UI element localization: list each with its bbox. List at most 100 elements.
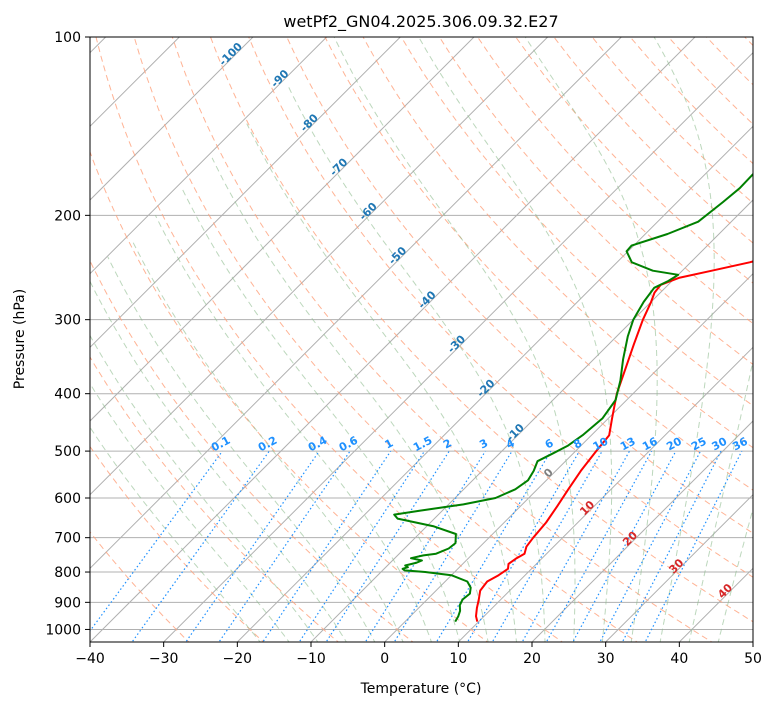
- mixing-ratio-layer: [90, 450, 743, 642]
- isotherm-line: [90, 37, 696, 642]
- moist-adiabat: [181, 187, 461, 642]
- moist-adiabat: [90, 334, 319, 642]
- isotherm-line: [457, 346, 753, 642]
- x-axis-label: Temperature (°C): [360, 681, 482, 697]
- isotherm-line: [90, 37, 254, 201]
- plot-frame: [89, 36, 754, 643]
- moist-adiabat: [90, 382, 290, 642]
- dry-adiabat: [95, 37, 564, 642]
- dry-adiabat: [248, 37, 753, 578]
- moist-adiabat: [717, 506, 753, 642]
- dry-adiabat: [400, 37, 753, 407]
- y-tick-label: 1000: [45, 622, 81, 638]
- mixing-ratio-line: [521, 450, 631, 642]
- isotherm-line: [90, 37, 328, 275]
- plot-background: [90, 37, 753, 642]
- x-tick-label: −40: [75, 651, 105, 667]
- mixing-ratio-label: 25: [689, 435, 709, 454]
- x-tick-label: −20: [223, 651, 253, 667]
- dry-adiabat: [90, 259, 414, 642]
- y-tick-label: 300: [54, 313, 81, 329]
- dewpoint-profile-line: [393, 172, 753, 623]
- y-tick-label: 900: [54, 595, 81, 611]
- isotherm-line: [531, 420, 753, 642]
- moist-adiabat: [418, 37, 613, 642]
- y-tick-label: 500: [54, 444, 81, 460]
- isotherm-line: [90, 37, 622, 570]
- x-tick-label: 10: [449, 651, 467, 667]
- temperature-profile-line: [475, 260, 753, 622]
- moist-adiabat: [154, 215, 432, 642]
- moist-adiabat: [90, 280, 347, 642]
- moist-adiabat: [211, 157, 489, 642]
- y-tick-label: 600: [54, 491, 81, 507]
- mixing-ratio-line: [572, 450, 677, 642]
- chart-title: wetPf2_GN04.2025.306.09.32.E27: [283, 12, 558, 32]
- mixing-ratio-line: [466, 450, 580, 642]
- mixing-ratio-line: [298, 450, 425, 642]
- moist-adiabat: [524, 37, 658, 642]
- mixing-ratio-line: [185, 450, 320, 642]
- mixing-ratio-line: [545, 450, 653, 642]
- mixing-ratio-line: [621, 450, 722, 642]
- y-tick-label: 700: [54, 531, 81, 547]
- moist-adiabat: [90, 426, 261, 642]
- x-tick-label: −10: [296, 651, 326, 667]
- x-tick-label: 0: [380, 651, 389, 667]
- mixing-ratio-line: [262, 450, 392, 642]
- mixing-ratio-line: [90, 450, 223, 632]
- dry-adiabat: [438, 37, 753, 365]
- dry-adiabat: [210, 37, 753, 623]
- isotherm-line: [384, 272, 753, 642]
- x-tick-label: 20: [523, 651, 541, 667]
- moist-adiabat: [286, 83, 546, 642]
- moist-adiabat: [107, 256, 376, 642]
- isotherm-line: [236, 125, 753, 642]
- isotherm-line: [605, 493, 753, 642]
- profile-layer: [393, 172, 753, 623]
- mixing-ratio-label: 16: [640, 435, 660, 454]
- adiabat-layer: [90, 37, 753, 642]
- moist-adiabat: [688, 358, 753, 642]
- dry-adiabat: [286, 37, 753, 534]
- y-tick-label: 100: [54, 30, 81, 46]
- mixing-ratio-line: [599, 450, 702, 642]
- y-tick-label: 200: [54, 208, 81, 224]
- isotherm-line: [90, 37, 401, 349]
- mixing-ratio-label: 13: [618, 435, 638, 454]
- mixing-ratio-line: [393, 450, 513, 642]
- mixing-ratio-line: [491, 450, 603, 642]
- isotherm-line: [90, 37, 475, 422]
- moist-adiabat: [246, 123, 518, 642]
- y-tick-label: 800: [54, 565, 81, 581]
- isotherm-line: [90, 37, 549, 496]
- y-axis-label: Pressure (hPa): [12, 289, 28, 389]
- moist-adiabat: [333, 37, 576, 642]
- isotherm-line: [310, 199, 753, 642]
- mixing-ratio-line: [644, 450, 743, 642]
- moist-adiabat: [131, 239, 404, 642]
- mixing-ratio-line: [218, 450, 351, 642]
- mixing-ratio-label: 30: [710, 435, 730, 454]
- mixing-ratio-label: 20: [664, 435, 684, 454]
- dry-adiabat: [477, 37, 753, 325]
- dry-adiabat: [362, 37, 753, 449]
- dry-adiabat: [324, 37, 753, 491]
- isotherm-line: [163, 51, 753, 642]
- mixing-ratio-line: [435, 450, 552, 642]
- dry-adiabat: [90, 445, 265, 642]
- x-tick-label: 50: [744, 651, 762, 667]
- y-tick-label: 400: [54, 387, 81, 403]
- dry-adiabat: [90, 356, 339, 642]
- x-tick-label: −30: [149, 651, 179, 667]
- x-tick-label: 30: [597, 651, 615, 667]
- x-tick-label: 40: [670, 651, 688, 667]
- grid-layer: [90, 37, 753, 642]
- mixing-ratio-label: 10: [591, 435, 611, 454]
- isotherm-line: [752, 641, 753, 642]
- dry-adiabat: [133, 37, 638, 642]
- mixing-ratio-label: 36: [730, 435, 750, 454]
- moist-adiabat: [653, 37, 715, 642]
- axis-layer: −40 −30 −20 −10 0 10 20 30 40 50 1000 900 800 700 600 5…: [45, 30, 762, 667]
